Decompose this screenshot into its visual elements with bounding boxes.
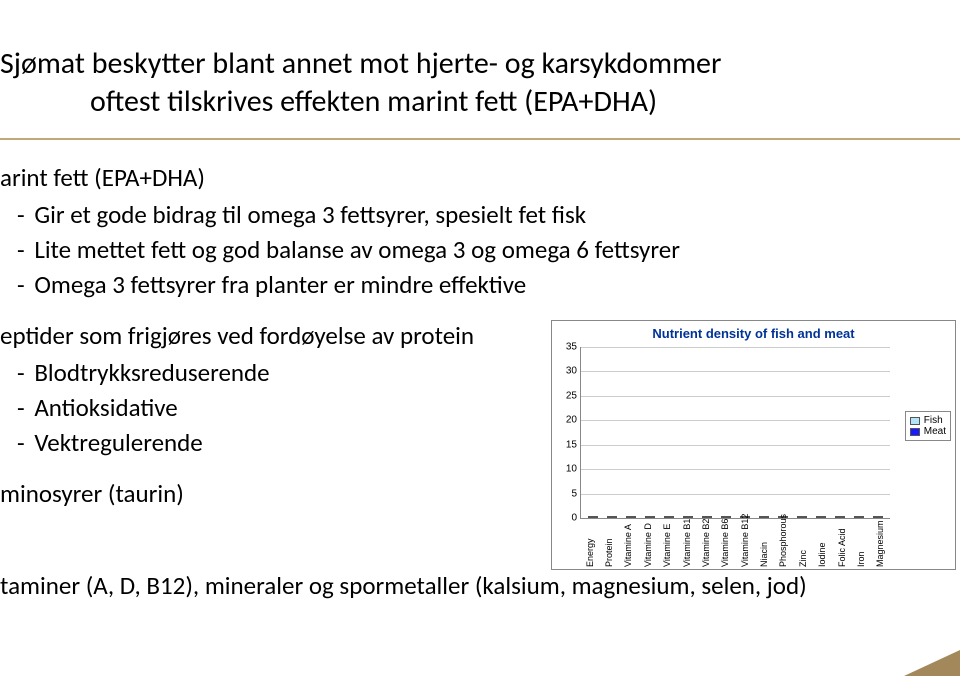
list-item: Omega 3 fettsyrer fra planter er mindre … (0, 267, 960, 302)
vitamin-line: taminer (A, D, B12), mineraler og sporme… (0, 570, 960, 601)
x-tick-label: Protein (604, 521, 614, 567)
bar-meat (840, 516, 845, 518)
section-marine-fat: arint fett (EPA+DHA) Gir et gode bidrag … (0, 162, 960, 302)
y-tick-label: 30 (557, 366, 577, 377)
bar-meat (802, 516, 807, 518)
nutrient-density-chart: Nutrient density of fish and meat 051015… (551, 320, 956, 570)
title-rule (0, 138, 960, 140)
bar-group (702, 516, 712, 518)
x-tick-label: Iron (856, 521, 866, 567)
bar-group (683, 516, 693, 518)
x-tick-label: Vitamine B1 (682, 521, 692, 567)
pept-bullets: Blodtrykksreduserende Antioksidative Vek… (0, 355, 541, 460)
x-tick-label: Folic Acid (837, 521, 847, 567)
bar-meat (688, 516, 693, 518)
bar-group (835, 516, 845, 518)
bar-group (588, 516, 598, 518)
bar-meat (669, 516, 674, 518)
bar-group (721, 516, 731, 518)
x-tick-label: Phosphorous (778, 521, 788, 567)
amino-line: minosyrer (taurin) (0, 478, 541, 509)
y-tick-label: 20 (557, 415, 577, 426)
list-item: Vektregulerende (0, 425, 541, 460)
slide-title: Sjømat beskytter blant annet mot hjerte-… (0, 45, 960, 120)
lower-row: eptider som frigjøres ved fordøyelse av … (0, 320, 960, 570)
list-item: Blodtrykksreduserende (0, 355, 541, 390)
y-tick-label: 25 (557, 390, 577, 401)
fat-bullets: Gir et gode bidrag til omega 3 fettsyrer… (0, 197, 960, 302)
bar-meat (593, 516, 598, 518)
x-tick-label: Vitamine E (662, 521, 672, 567)
legend-row-fish: Fish (910, 415, 946, 426)
x-tick-label: Zinc (798, 521, 808, 567)
section-head-fat: arint fett (EPA+DHA) (0, 162, 960, 193)
bar-group (664, 516, 674, 518)
bar-meat (612, 516, 617, 518)
bar-group (873, 516, 883, 518)
section-head-pept: eptider som frigjøres ved fordøyelse av … (0, 320, 541, 351)
bar-group (645, 516, 655, 518)
chart-plot-area: 05101520253035 (580, 347, 890, 519)
section-peptides: eptider som frigjøres ved fordøyelse av … (0, 320, 541, 460)
lower-left-text: eptider som frigjøres ved fordøyelse av … (0, 320, 541, 523)
slide-content: Sjømat beskytter blant annet mot hjerte-… (0, 0, 960, 601)
x-tick-label: Magnesium (875, 521, 885, 567)
x-tick-label: Iodine (817, 521, 827, 567)
x-tick-label: Vitamine B12 (740, 521, 750, 567)
bar-meat (650, 516, 655, 518)
legend-row-meat: Meat (910, 426, 946, 437)
bar-group (759, 516, 769, 518)
y-tick-label: 5 (557, 488, 577, 499)
list-item: Lite mettet fett og god balanse av omega… (0, 232, 960, 267)
y-tick-label: 15 (557, 439, 577, 450)
bar-meat (631, 516, 636, 518)
corner-decoration (904, 650, 960, 676)
chart-x-labels: Energy Protein Vitamine A Vitamine D Vitamin… (580, 521, 890, 567)
title-line-1: Sjømat beskytter blant annet mot hjerte-… (0, 45, 960, 83)
y-tick-label: 0 (557, 513, 577, 524)
x-tick-label: Vitamine D (643, 521, 653, 567)
legend-label-fish: Fish (924, 415, 943, 426)
title-line-2: oftest tilskrives effekten marint fett (… (0, 83, 960, 121)
bar-meat (707, 516, 712, 518)
legend-swatch-meat (910, 428, 920, 436)
x-tick-label: Niacin (759, 521, 769, 567)
x-tick-label: Vitamine A (623, 521, 633, 567)
chart-title: Nutrient density of fish and meat (552, 321, 955, 344)
bar-meat (859, 516, 864, 518)
bar-meat (878, 516, 883, 518)
x-tick-label: Vitamine B6 (720, 521, 730, 567)
bar-group (816, 516, 826, 518)
list-item: Antioksidative (0, 390, 541, 425)
y-tick-label: 35 (557, 342, 577, 353)
bar-meat (726, 516, 731, 518)
bar-group (607, 516, 617, 518)
chart-legend: Fish Meat (905, 411, 951, 441)
chart-bars (581, 347, 890, 518)
bar-group (626, 516, 636, 518)
bar-meat (821, 516, 826, 518)
bar-meat (764, 516, 769, 518)
bar-group (797, 516, 807, 518)
x-tick-label: Energy (585, 521, 595, 567)
x-tick-label: Vitamine B2 (701, 521, 711, 567)
legend-label-meat: Meat (924, 426, 946, 437)
legend-swatch-fish (910, 417, 920, 425)
bar-group (854, 516, 864, 518)
y-tick-label: 10 (557, 464, 577, 475)
list-item: Gir et gode bidrag til omega 3 fettsyrer… (0, 197, 960, 232)
